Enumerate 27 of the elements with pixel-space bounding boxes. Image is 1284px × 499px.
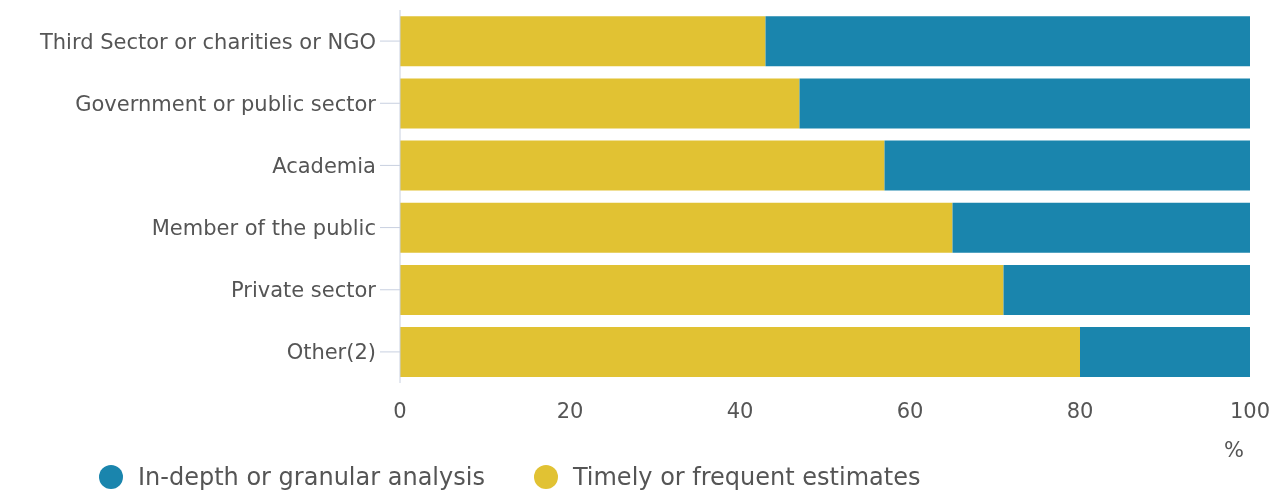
bar: [400, 78, 800, 129]
y-tick-label: Member of the public: [151, 216, 376, 241]
y-tick-label: Private sector: [230, 278, 377, 303]
bar: [884, 140, 1250, 191]
x-tick-label: 20: [556, 398, 584, 423]
bar: [400, 140, 885, 191]
bar: [799, 78, 1250, 129]
x-tick-label: 40: [726, 398, 754, 423]
x-tick-label: 80: [1066, 398, 1094, 423]
y-tick-label: Other(2): [286, 340, 376, 365]
x-tick-label: 60: [896, 398, 924, 423]
bar: [765, 16, 1250, 67]
bar: [1080, 327, 1250, 378]
x-axis-title: %: [1224, 438, 1244, 462]
x-tick-label: 100: [1229, 398, 1271, 423]
bar: [1003, 264, 1250, 315]
bar: [400, 327, 1080, 378]
legend-label: Timely or frequent estimates: [571, 463, 921, 491]
bar: [400, 16, 766, 67]
y-tick-label: Government or public sector: [75, 91, 377, 116]
legend-label: In-depth or granular analysis: [137, 463, 485, 491]
bar: [952, 202, 1250, 253]
y-tick-label: Third Sector or charities or NGO: [38, 29, 376, 54]
bar: [400, 264, 1004, 315]
x-tick-label: 0: [393, 398, 407, 423]
y-tick-label: Academia: [272, 153, 376, 178]
bar: [400, 202, 953, 253]
